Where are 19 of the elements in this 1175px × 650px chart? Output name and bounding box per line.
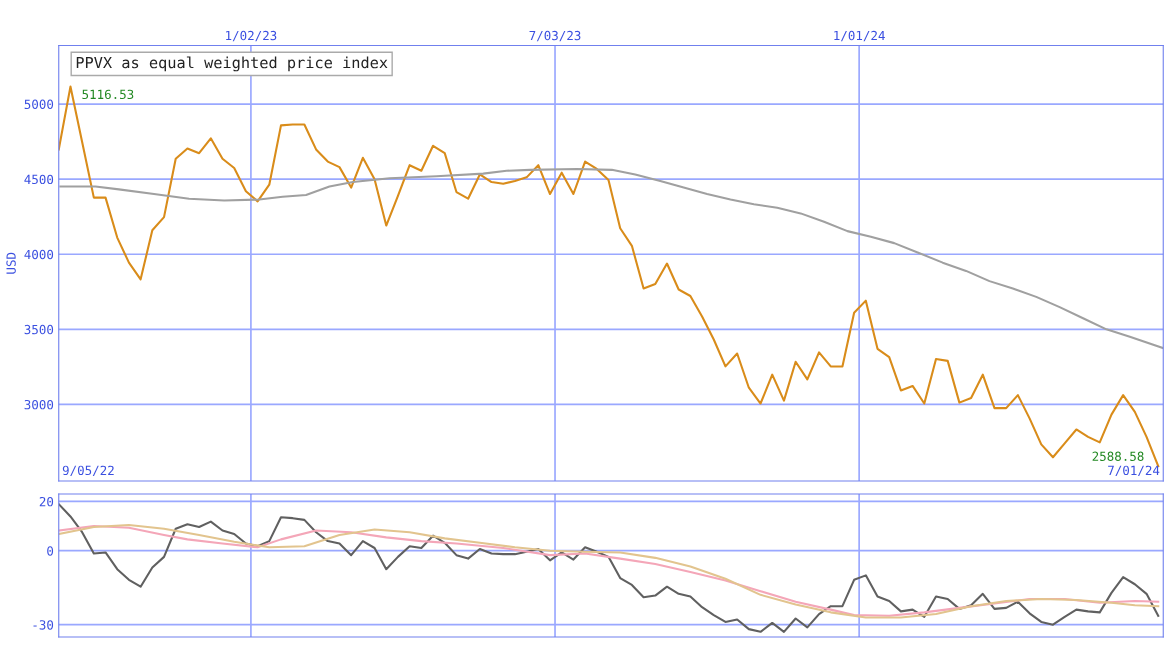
annotation: 5116.53 — [82, 89, 134, 100]
x-tick-label: 7/03/23 — [529, 30, 581, 42]
y-tick-label: 3500 — [24, 324, 54, 335]
y-tick-label: 3000 — [24, 399, 54, 410]
text: PPVX as equal weighted price index — [76, 56, 388, 72]
y-tick-label: -30 — [33, 620, 54, 630]
annotation: 2588.58 — [1092, 451, 1144, 461]
y-tick-label: 5000 — [24, 99, 54, 110]
line-series — [59, 167, 1164, 350]
y-tick-label: 4000 — [24, 249, 54, 260]
annotation: 7/01/24 — [1108, 465, 1160, 477]
y-tick-label: 20 — [39, 496, 54, 507]
x-tick-label: 1/01/24 — [834, 30, 885, 42]
y-tick-label: 0 — [47, 546, 54, 556]
x-tick-label: 1/02/23 — [226, 30, 277, 42]
annotation: 9/05/22 — [62, 465, 114, 477]
line-series — [58, 503, 1160, 633]
y-tick-label: 4500 — [24, 174, 54, 185]
y-axis-title: USD — [6, 252, 16, 274]
